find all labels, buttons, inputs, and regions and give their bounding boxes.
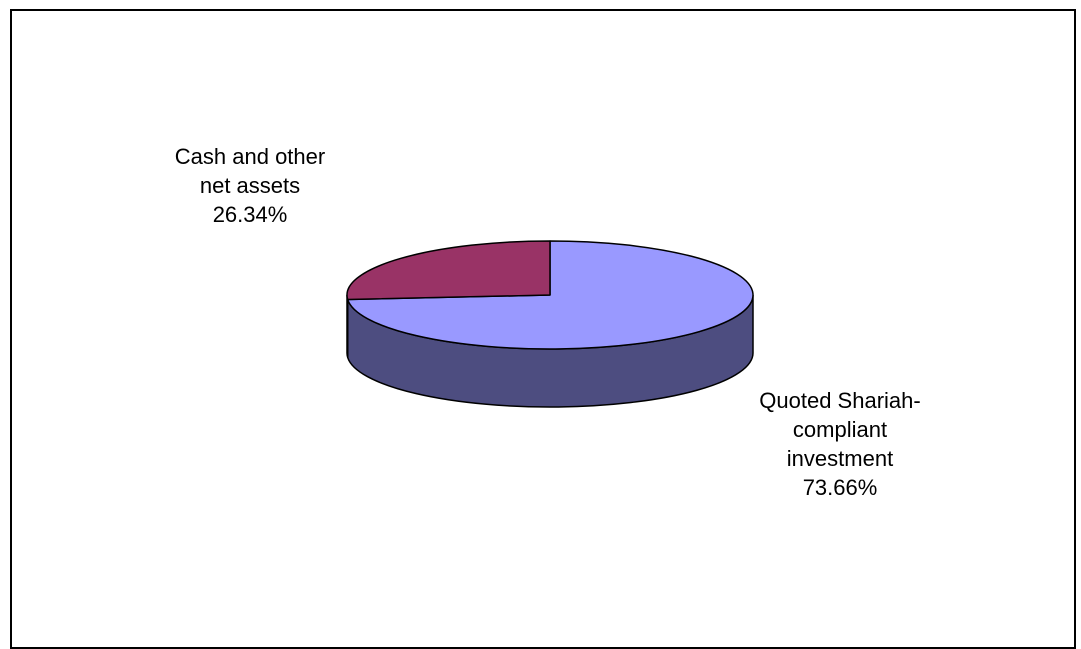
slice-label-line: Cash and other — [174, 144, 326, 169]
slice-label-line: net assets — [199, 173, 301, 198]
pie-slice-cash-and-other-net-assets — [346, 240, 551, 301]
pie-tops — [346, 240, 754, 350]
slice-percent: 73.66% — [802, 475, 878, 500]
slice-label-line: compliant — [792, 417, 888, 442]
slice-label-cash-and-other-net-assets: Cash and other net assets 26.34% — [150, 142, 350, 229]
slice-percent: 26.34% — [212, 202, 288, 227]
slice-label-line: Quoted Shariah- — [759, 388, 921, 413]
slice-label-line: investment — [786, 446, 894, 471]
pie-chart — [346, 240, 754, 408]
slice-label-quoted-shariah-compliant-investment: Quoted Shariah- compliant investment 73.… — [710, 386, 970, 502]
pie-side-cash-and-other-net-assets — [346, 294, 349, 358]
